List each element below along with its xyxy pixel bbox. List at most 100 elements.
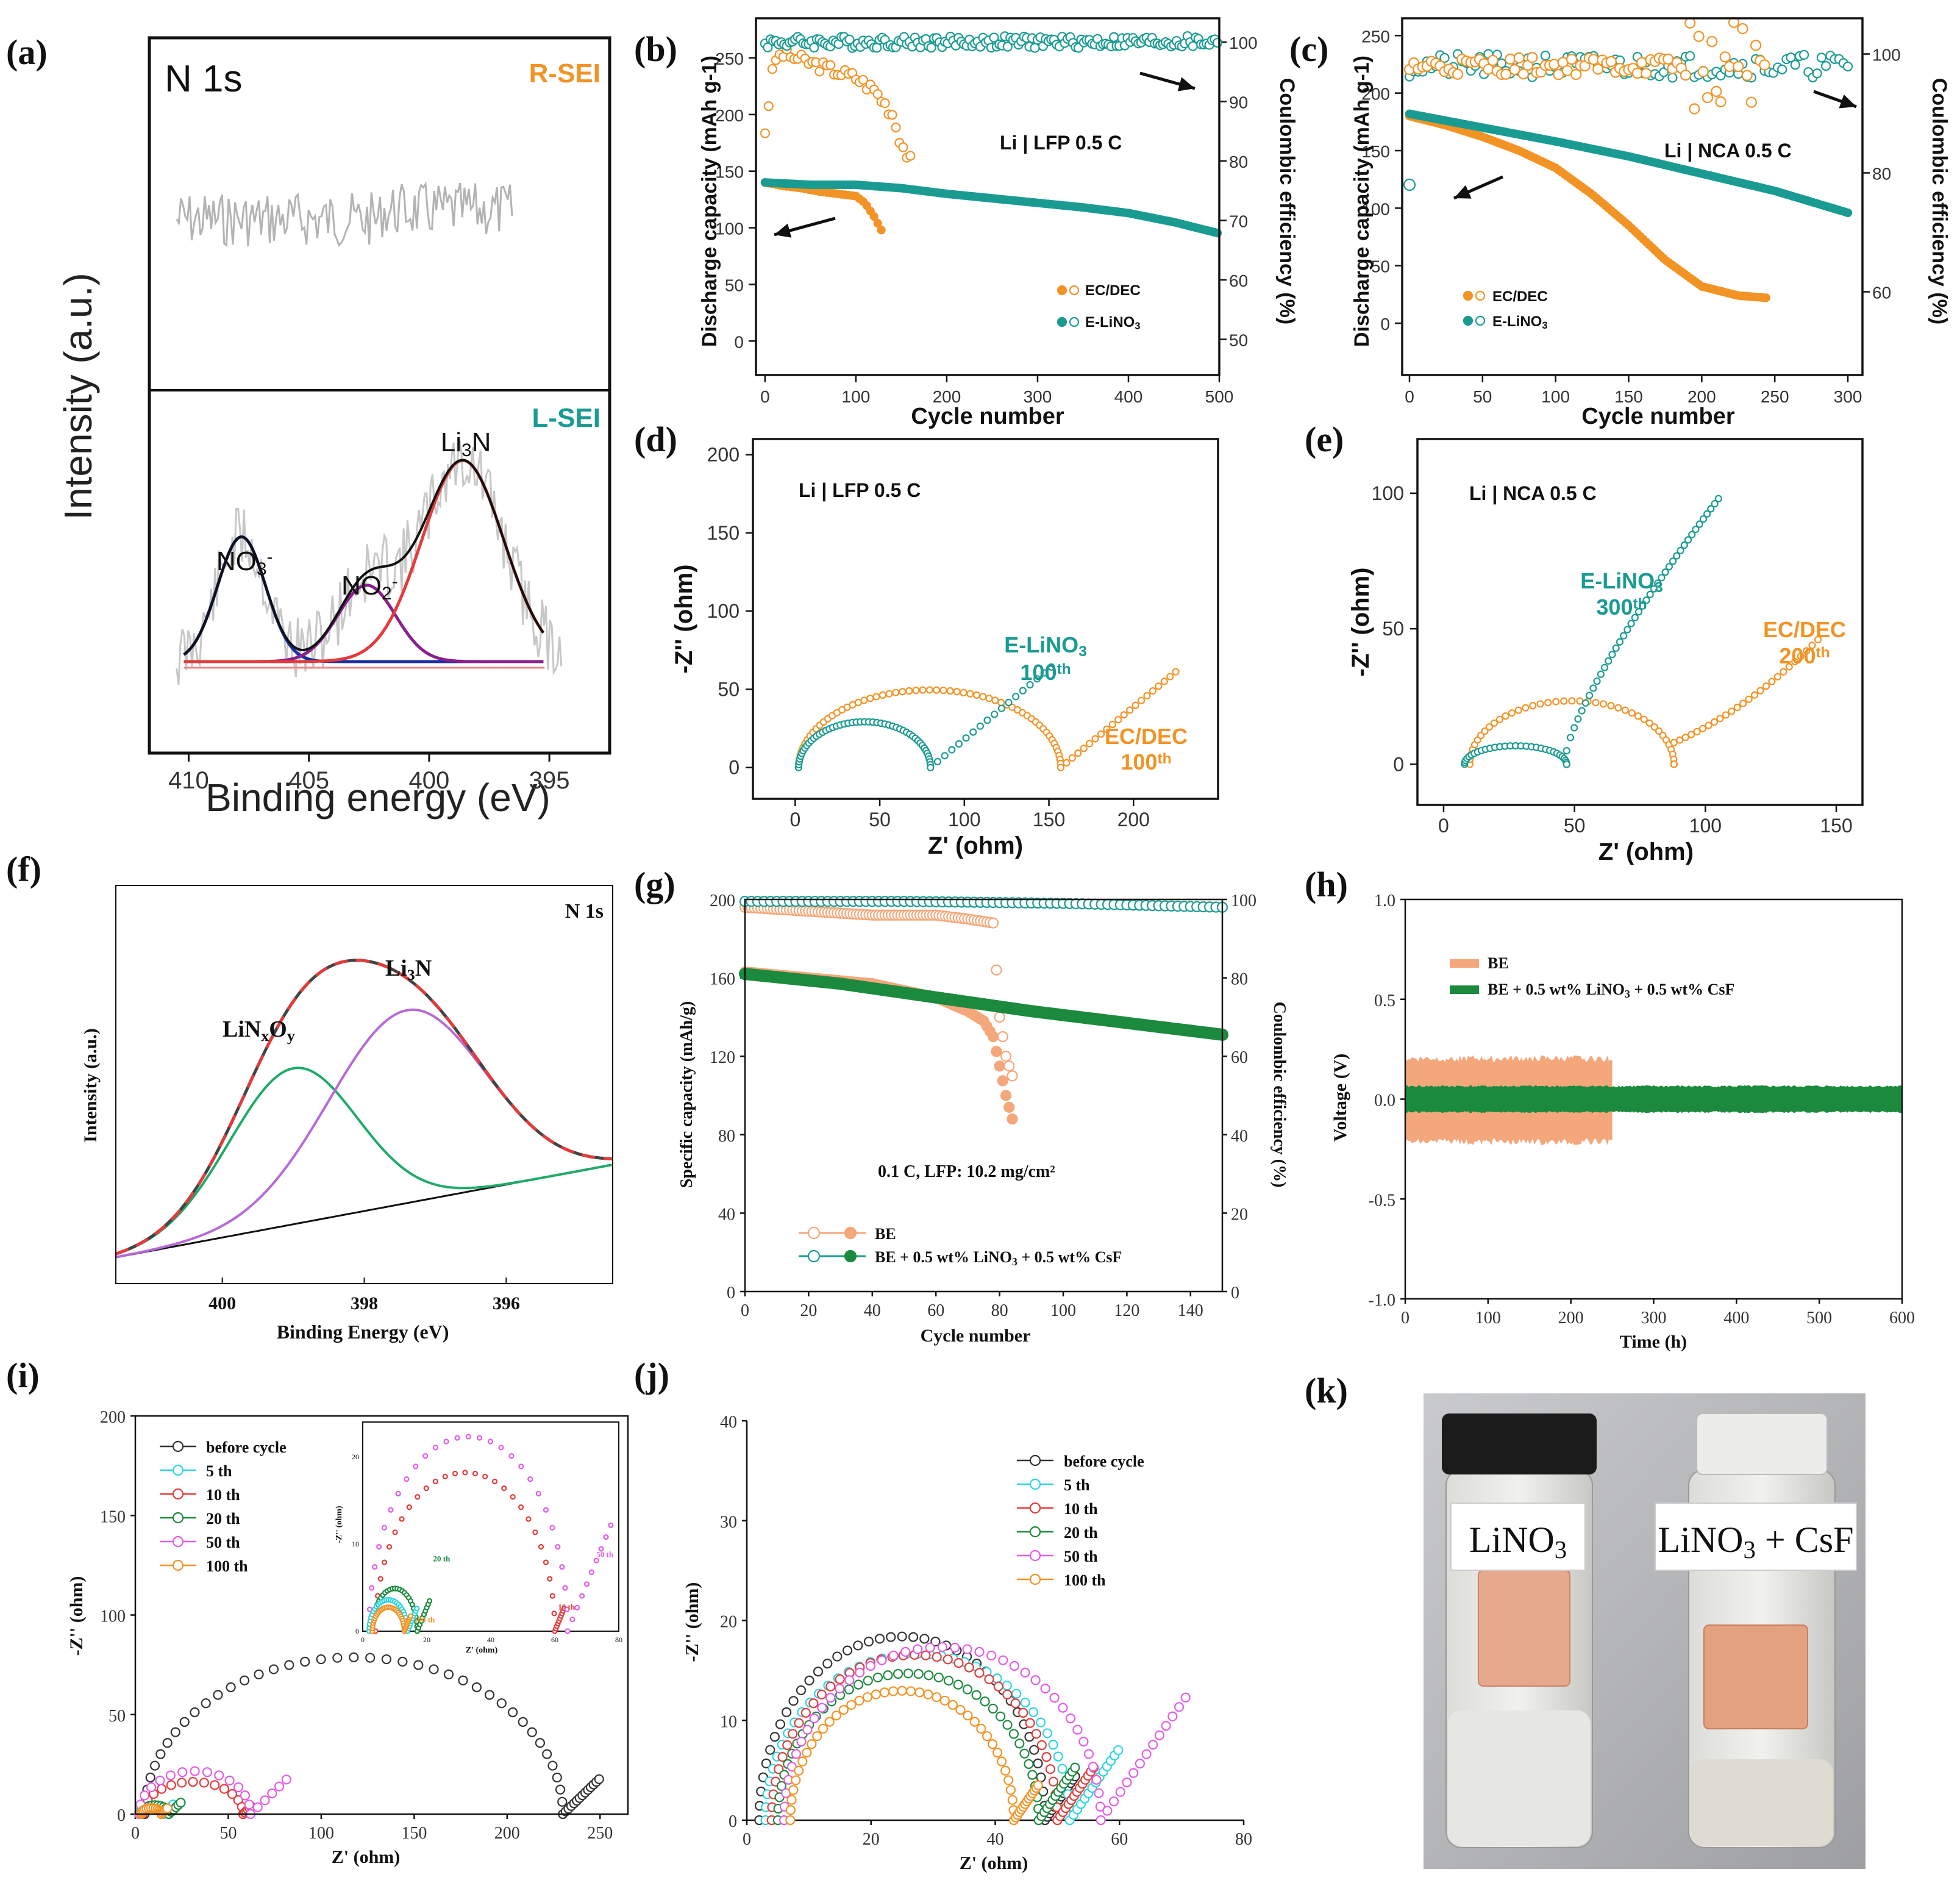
panel-g-legend-label: BE + 0.5 wt% LiNO3 + 0.5 wt% CsF <box>875 1248 1122 1268</box>
text-run: 3 <box>1744 1536 1756 1563</box>
panel-b-ce-point <box>826 61 835 70</box>
panel-j-point <box>797 1686 805 1695</box>
text-run: 300 <box>1596 595 1633 620</box>
panel-b-ce-point <box>881 99 889 107</box>
panel-j-point <box>1004 1776 1013 1784</box>
panel-i-xtick-label: 50 <box>219 1824 237 1843</box>
panel-i-inset-point <box>511 1495 515 1499</box>
panel-j-point <box>932 1693 941 1701</box>
panel-a-rsei-trace <box>177 183 512 246</box>
panel-e: 0 50 100 150050100-Z'' (ohm)Z' (ohm)Li | NC… <box>1347 482 1853 865</box>
text-run: 3 <box>1555 1536 1567 1563</box>
panel-i-legend-marker <box>173 1537 183 1546</box>
panel-d-ecdec-point <box>886 691 892 697</box>
panel-e-elino3-point <box>1620 633 1627 639</box>
panel-i-inset-point <box>377 1545 381 1549</box>
panel-j-point <box>826 1682 835 1691</box>
panel-i-ytick-label: 0 <box>117 1806 126 1825</box>
panel-i-point <box>146 1773 155 1782</box>
panel-i-xlabel: Z' (ohm) <box>332 1847 401 1867</box>
panel-d-xtick-label: 200 <box>1117 809 1150 831</box>
panel-i-inset-point <box>393 1530 397 1534</box>
panel-i-inset-point <box>544 1560 548 1565</box>
panel-j-point <box>1129 1769 1138 1778</box>
panel-j-point <box>1036 1718 1045 1727</box>
text-run: y <box>287 1027 295 1045</box>
panel-e-ecdec-point <box>1700 726 1706 732</box>
panel-f-xtick-label: 400 <box>208 1293 236 1313</box>
panel-j-point <box>1155 1731 1164 1740</box>
panel-j-xtick-label: 20 <box>863 1830 880 1849</box>
panel-c-ce-point <box>1751 40 1761 50</box>
panel-i-inset-point <box>415 1495 419 1499</box>
panel-j-legend-marker <box>1030 1551 1040 1560</box>
panel-j-point <box>1015 1739 1024 1748</box>
panel-j-point <box>798 1757 807 1766</box>
panel-i-inset-point <box>499 1445 504 1449</box>
panel-j-point <box>883 1671 892 1679</box>
panel-j-point <box>1110 1797 1118 1806</box>
text-run: 3 <box>1625 988 1630 1000</box>
panel-j-legend-marker <box>1030 1479 1040 1489</box>
panel-d-elino3-point <box>927 765 933 771</box>
panel-d-xlabel: Z' (ohm) <box>928 832 1023 859</box>
panel-label-e: (e) <box>1305 420 1344 459</box>
panel-i-point <box>254 1803 262 1812</box>
panel-d-ytick-label: 200 <box>707 444 739 466</box>
panel-i-legend-label: 20 th <box>206 1510 240 1528</box>
panel-j-point <box>854 1681 863 1689</box>
panel-c-ce-point <box>1567 54 1577 64</box>
panel-j-point <box>1049 1740 1058 1749</box>
panel-g-legend-marker <box>808 1228 819 1238</box>
text-run: th <box>1816 645 1830 661</box>
panel-g-annotation: 0.1 C, LFP: 10.2 mg/cm² <box>878 1162 1055 1181</box>
panel-d-elino3-point <box>1020 688 1026 694</box>
panel-e-elino3-point <box>1605 658 1611 664</box>
panel-c: 0 50 100 150 200 250 3000501001502002506080100… <box>1350 18 1951 429</box>
panel-j-point <box>1028 1771 1036 1779</box>
panel-d-ecdec-point <box>873 693 879 699</box>
panel-c-ce-point <box>1541 51 1550 60</box>
panel-d-ylabel: -Z'' (ohm) <box>671 565 697 674</box>
panel-j-point <box>1181 1693 1190 1702</box>
panel-h-xtick-label: 100 <box>1475 1309 1501 1328</box>
panel-b-ce-point <box>899 143 907 152</box>
panel-i-inset-point <box>477 1436 482 1440</box>
panel-e-ecdec-point <box>1516 707 1522 713</box>
panel-i-inset-ytick-label: 10 <box>352 1540 359 1548</box>
panel-h-ytick-label: 0.5 <box>1374 992 1395 1010</box>
panel-i-point <box>595 1775 604 1784</box>
panel-j-point <box>776 1720 785 1729</box>
panel-e-ecdec-point <box>1775 674 1781 680</box>
panel-j-point <box>1026 1719 1035 1728</box>
panel-j-point <box>1046 1765 1055 1773</box>
panel-b-ce-point <box>906 151 914 160</box>
panel-g-xtick-label: 20 <box>800 1301 817 1320</box>
panel-i-inset-xtick-label: 40 <box>487 1635 494 1644</box>
panel-e-ecdec-point <box>1600 701 1606 707</box>
panel-e-ecdec-point <box>1503 713 1509 719</box>
panel-j-point <box>1021 1668 1030 1677</box>
panel-j-point <box>782 1708 791 1717</box>
text-run: - <box>267 547 273 567</box>
panel-i-inset-point <box>594 1559 599 1563</box>
panel-j-point <box>783 1741 791 1749</box>
panel-j-legend-marker <box>1030 1574 1040 1584</box>
panel-j-point <box>924 1671 933 1679</box>
panel-d-ecdec-point <box>1150 688 1156 694</box>
panel-i-inset-point <box>590 1570 594 1574</box>
text-run: BE + 0.5 wt% LiNO <box>875 1248 1012 1266</box>
text-run: LiN <box>223 1017 261 1042</box>
panel-i-inset-label: 50 th <box>596 1550 614 1559</box>
panel-e-elino3-point <box>1567 735 1573 741</box>
panel-b-y2tick-label: 90 <box>1229 93 1248 112</box>
panel-b-xtick-label: 500 <box>1205 387 1234 406</box>
panel-j-point <box>1114 1746 1122 1754</box>
panel-j-legend-label: before cycle <box>1064 1453 1144 1470</box>
panel-c-annotation: Li | NCA 0.5 C <box>1664 140 1792 162</box>
panel-j-point <box>1043 1729 1052 1737</box>
panel-h-ytick-label: -1.0 <box>1369 1291 1395 1310</box>
panel-i-point <box>333 1654 341 1662</box>
panel-i-inset-point <box>551 1594 555 1598</box>
panel-k: LiNO3 LiNO3 + CsF <box>1424 1393 1866 1869</box>
